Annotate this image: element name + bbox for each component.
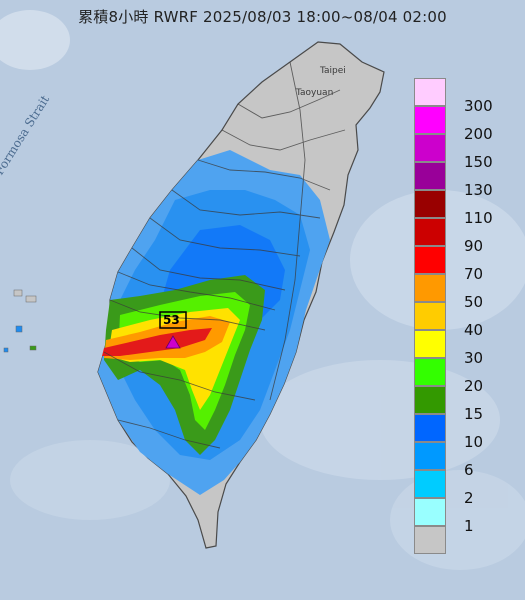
station-marker	[159, 311, 187, 349]
legend-label: 2	[464, 489, 474, 507]
legend-label: 90	[464, 237, 484, 255]
legend-swatch	[414, 330, 446, 358]
legend-swatch	[414, 134, 446, 162]
county-boundaries	[103, 61, 346, 449]
legend-swatch	[414, 526, 446, 554]
legend-swatch	[414, 386, 446, 414]
legend-label: 200	[464, 125, 493, 143]
legend-label: 10	[464, 433, 484, 451]
legend-swatch	[414, 218, 446, 246]
legend-swatch	[414, 162, 446, 190]
penghu-islands	[3, 289, 37, 353]
legend-swatch	[414, 358, 446, 386]
legend-swatch	[414, 274, 446, 302]
legend-swatch	[414, 190, 446, 218]
legend-label: 15	[464, 405, 484, 423]
legend-label: 130	[464, 181, 493, 199]
legend-label: 20	[464, 377, 484, 395]
legend-label: 70	[464, 265, 484, 283]
legend-label: 6	[464, 461, 474, 479]
legend-label: 150	[464, 153, 493, 171]
legend-label: 30	[464, 349, 484, 367]
legend-swatch	[414, 78, 446, 106]
legend-swatch	[414, 106, 446, 134]
city-label-taipei: Taipei	[320, 66, 346, 76]
legend-swatch	[414, 246, 446, 274]
legend-label: 40	[464, 321, 484, 339]
city-label-taoyuan: Taoyuan	[296, 88, 334, 98]
legend-label: 1	[464, 517, 474, 535]
legend-swatch	[414, 498, 446, 526]
legend-swatch	[414, 470, 446, 498]
legend-label: 300	[464, 97, 493, 115]
station-number: 53	[163, 313, 180, 327]
rain-zone-red	[102, 328, 212, 356]
legend-label: 50	[464, 293, 484, 311]
legend-swatch	[414, 302, 446, 330]
legend-label: 110	[464, 209, 493, 227]
legend-swatch	[414, 414, 446, 442]
legend-swatch	[414, 442, 446, 470]
map-title: 累積8小時 RWRF 2025/08/03 18:00~08/04 02:00	[78, 8, 447, 26]
